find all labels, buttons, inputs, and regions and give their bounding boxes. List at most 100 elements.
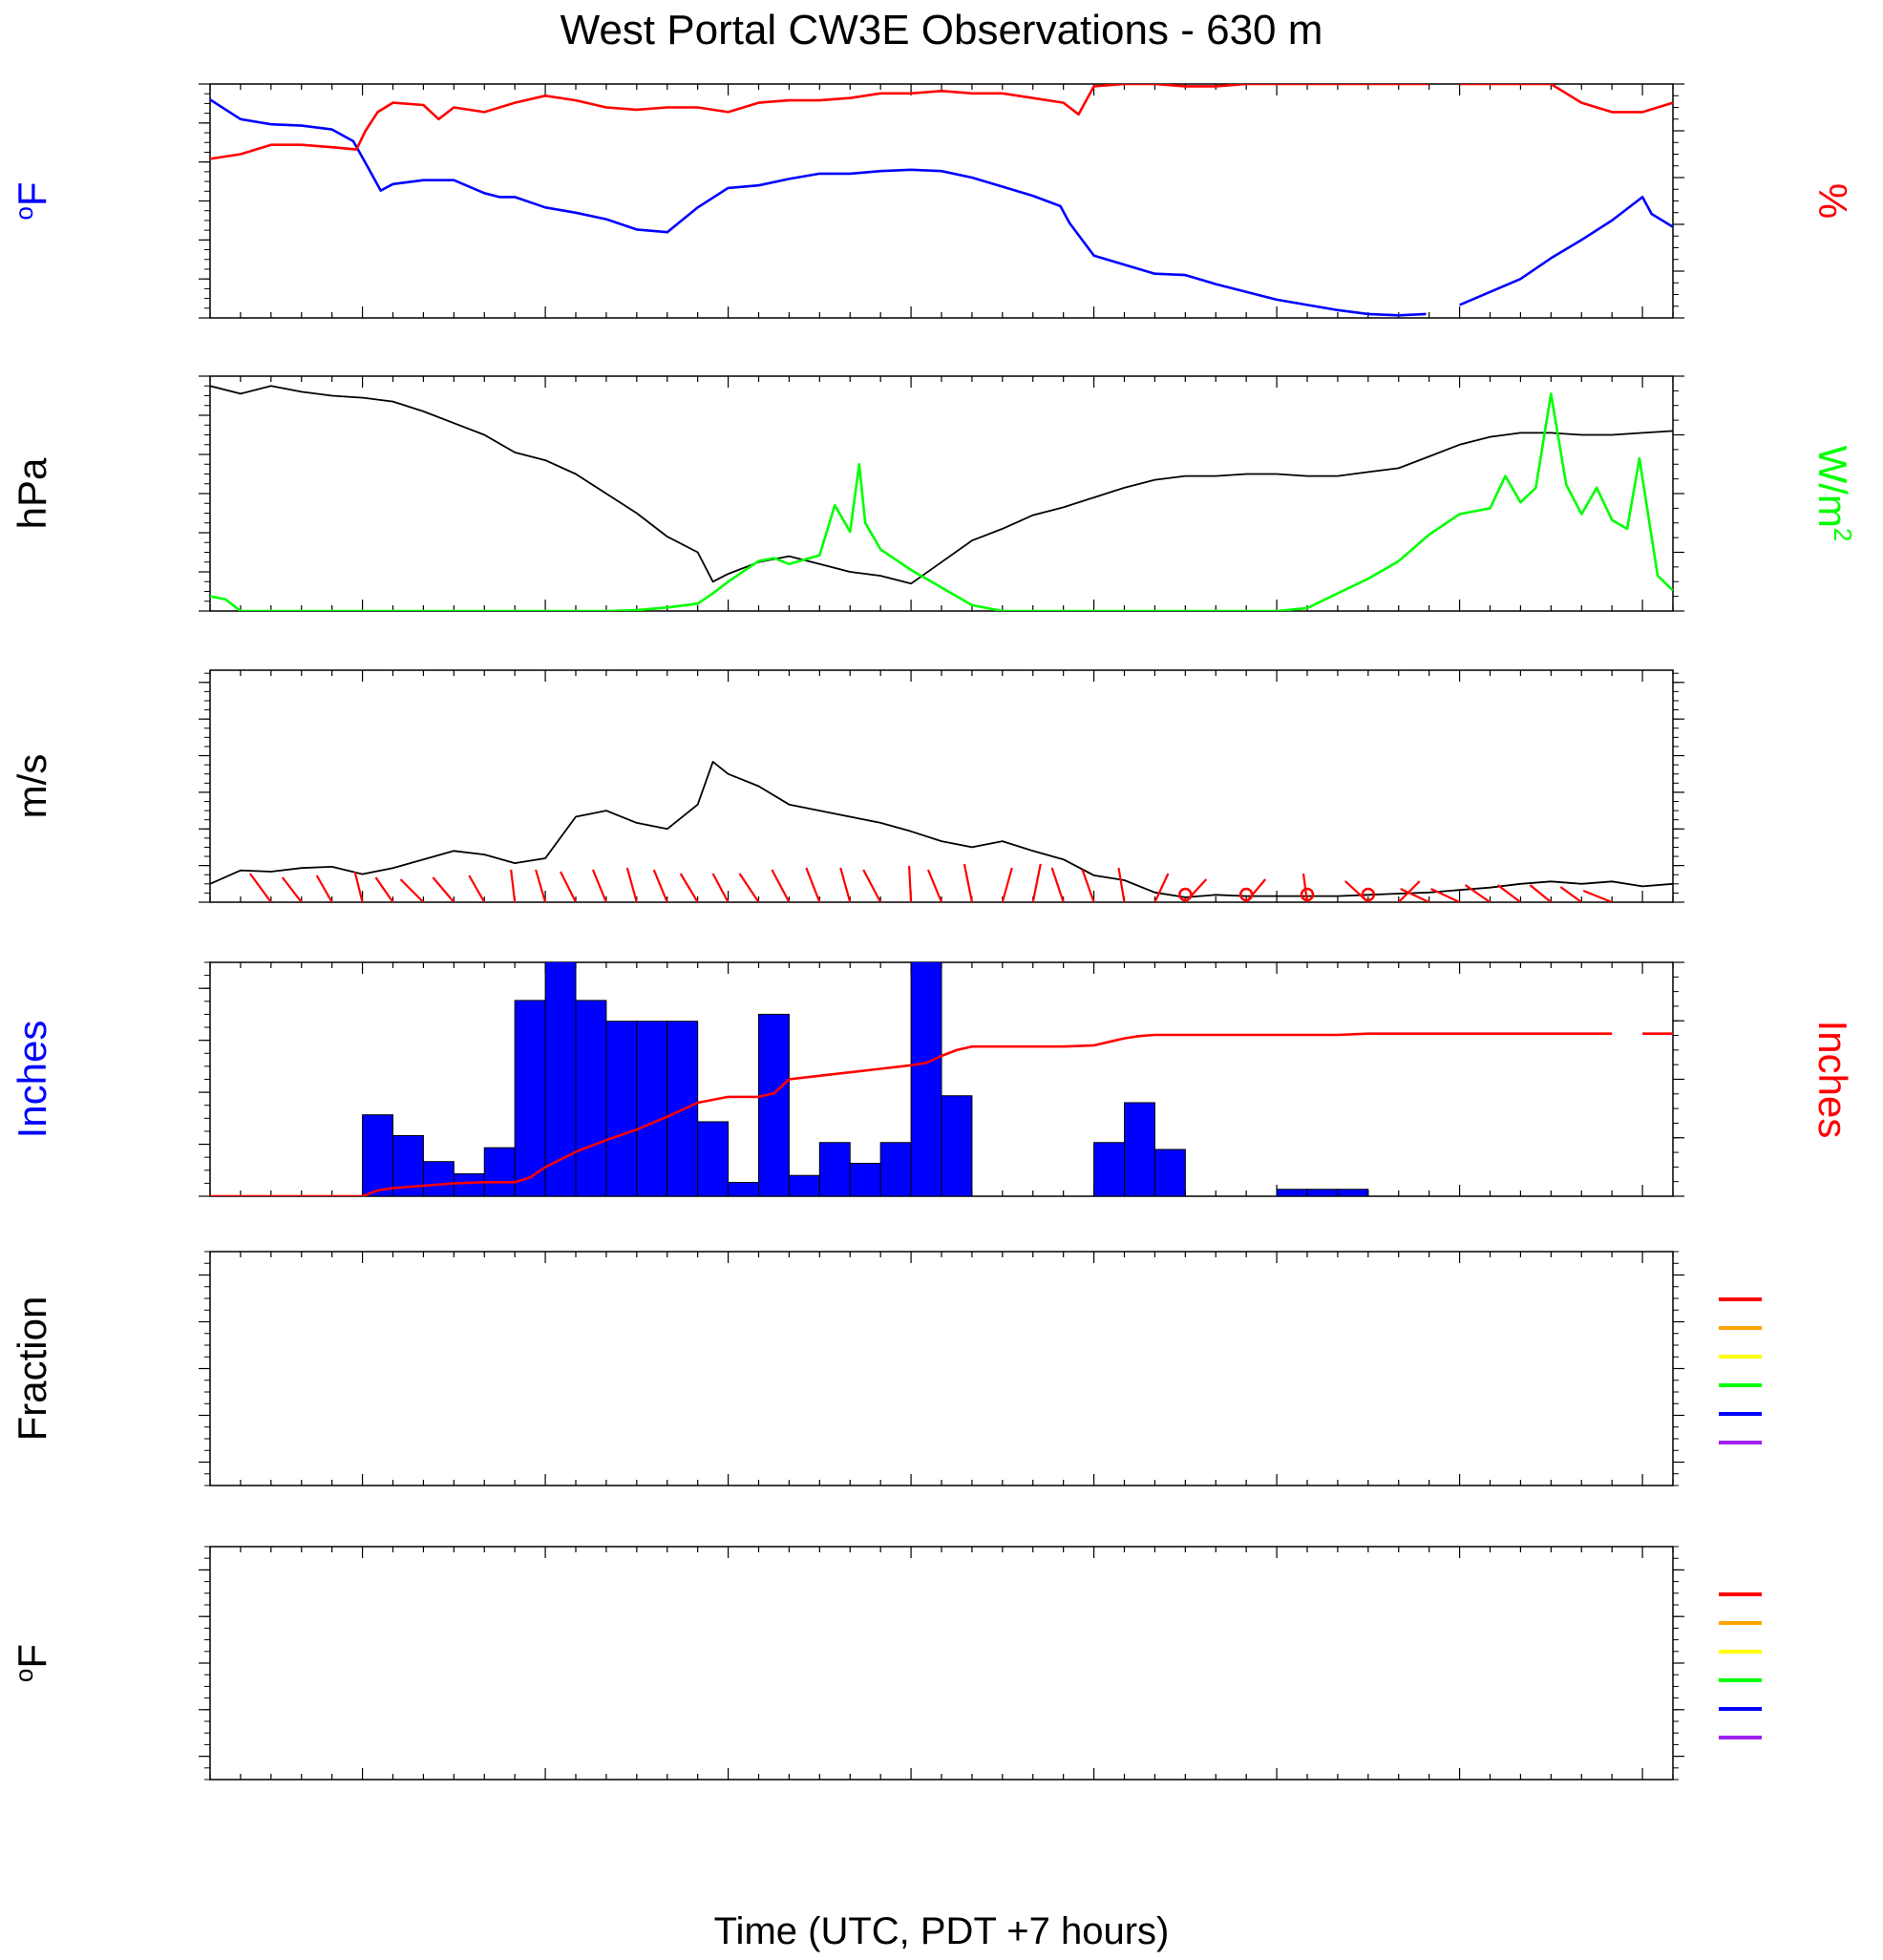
precip-bar <box>758 1013 790 1196</box>
precip-bar <box>788 1174 820 1196</box>
wind-barb <box>907 865 913 902</box>
wind-barb <box>1400 888 1430 902</box>
plot-area <box>210 761 1673 902</box>
figure-title: West Portal CW3E Observations - 630 m <box>561 7 1323 53</box>
precip-bar <box>941 1095 973 1196</box>
wind-barb <box>1081 869 1095 902</box>
series-line-right <box>210 392 1673 611</box>
wind-barb <box>1559 886 1582 902</box>
y-axis-label: hPa <box>10 457 54 529</box>
wind-barb <box>805 867 821 902</box>
y-axis-label: oF <box>10 1644 54 1682</box>
x-axis-title: Time (UTC, PDT +7 hours) <box>714 1910 1170 1952</box>
y2-axis-label-main-part: W/m <box>1810 446 1855 528</box>
precip-bar <box>362 1114 394 1196</box>
series-line-left <box>210 385 1673 585</box>
wind-barb <box>1117 867 1126 902</box>
wind-barb <box>1001 867 1013 902</box>
wind-barb <box>652 869 668 902</box>
wind-barb <box>1529 884 1553 902</box>
calm-wind-circle <box>1238 887 1254 902</box>
y2-axis-label-sup-part: 2 <box>1829 528 1857 541</box>
plot-area <box>210 962 1673 1196</box>
precip-bar <box>910 962 942 1196</box>
panel-wind: m/s <box>10 669 1684 903</box>
wind-barb <box>535 869 547 902</box>
wind-barb <box>1050 867 1065 902</box>
plot-area <box>210 385 1673 611</box>
wind-barb <box>839 867 852 902</box>
precip-bar <box>1306 1189 1339 1196</box>
wind-barb <box>1464 884 1492 902</box>
wind-barb <box>1496 884 1522 902</box>
wind-barb <box>1397 880 1421 902</box>
panel-frame <box>209 1251 1674 1486</box>
wind-barb <box>510 869 517 902</box>
wind-barb <box>625 867 638 902</box>
wind-barb <box>315 875 333 902</box>
precip-bar <box>849 1163 881 1196</box>
y-axis-label-main-part: F <box>10 1644 54 1669</box>
plot-area <box>210 84 1673 317</box>
wind-barb <box>248 873 272 902</box>
series-line-right <box>210 1032 1673 1196</box>
precip-bar <box>575 1000 607 1196</box>
calm-wind-circle <box>1300 887 1315 902</box>
wind-barb <box>1582 889 1613 902</box>
wind-barb <box>926 869 943 902</box>
calm-wind-circle <box>1178 887 1193 902</box>
precip-bar <box>1124 1102 1155 1196</box>
series-line-right <box>210 84 1673 160</box>
wind-barb <box>353 871 364 902</box>
precip-bar <box>1276 1189 1308 1196</box>
precip-bar <box>1093 1142 1126 1196</box>
wind-barb <box>468 875 486 902</box>
y-axis-label-main-part: F <box>10 181 54 206</box>
panel-soil-temperature: oF <box>10 1546 1762 1781</box>
wind-barb <box>738 873 760 902</box>
panel-precipitation: Inches Inches <box>10 961 1855 1197</box>
panel-frame <box>209 1546 1674 1781</box>
y2-axis-label: Inches <box>1810 1021 1855 1139</box>
y2-axis-label: W/m2 <box>1810 446 1857 542</box>
y2-axis-label: % <box>1810 183 1855 219</box>
y-axis-label: oF <box>10 181 54 220</box>
panel-temperature-humidity: oF% <box>10 83 1855 319</box>
precip-bar <box>422 1161 455 1196</box>
panel-frame <box>209 83 1674 319</box>
wind-barb <box>1153 873 1170 902</box>
series-line-left <box>210 98 1673 317</box>
wind-barb <box>1031 863 1042 902</box>
panel-pressure-solar: hPa W/m2 <box>10 375 1857 612</box>
panel-frame <box>209 375 1674 612</box>
precip-bar <box>636 1021 668 1196</box>
precip-bar <box>1153 1149 1186 1196</box>
precip-bar <box>544 962 577 1196</box>
precip-bar <box>483 1147 516 1196</box>
series-line-left <box>210 761 1673 898</box>
wind-barb <box>399 878 425 902</box>
wind-barb <box>862 869 882 902</box>
precip-bar <box>818 1142 851 1196</box>
wind-barb <box>711 873 730 902</box>
precip-bar <box>728 1181 759 1196</box>
precip-bar <box>514 1000 546 1196</box>
y-axis-label-sup-part: o <box>10 206 38 220</box>
wind-barb <box>1430 888 1461 902</box>
precip-bar <box>1337 1189 1369 1196</box>
wind-barb <box>1301 873 1309 902</box>
y-axis-label-sup-part: o <box>10 1669 38 1682</box>
wind-barb <box>374 876 394 902</box>
y-axis-label: Inches <box>10 1021 54 1139</box>
wind-barb <box>560 871 577 902</box>
precip-bar <box>605 1021 638 1196</box>
panel-frame <box>209 669 1674 903</box>
wind-barb <box>432 876 455 902</box>
y-axis-label: Fraction <box>10 1296 54 1442</box>
wind-barb <box>771 869 791 902</box>
wind-barb <box>679 873 699 902</box>
precip-bar <box>879 1142 912 1196</box>
precip-bar <box>453 1172 485 1196</box>
